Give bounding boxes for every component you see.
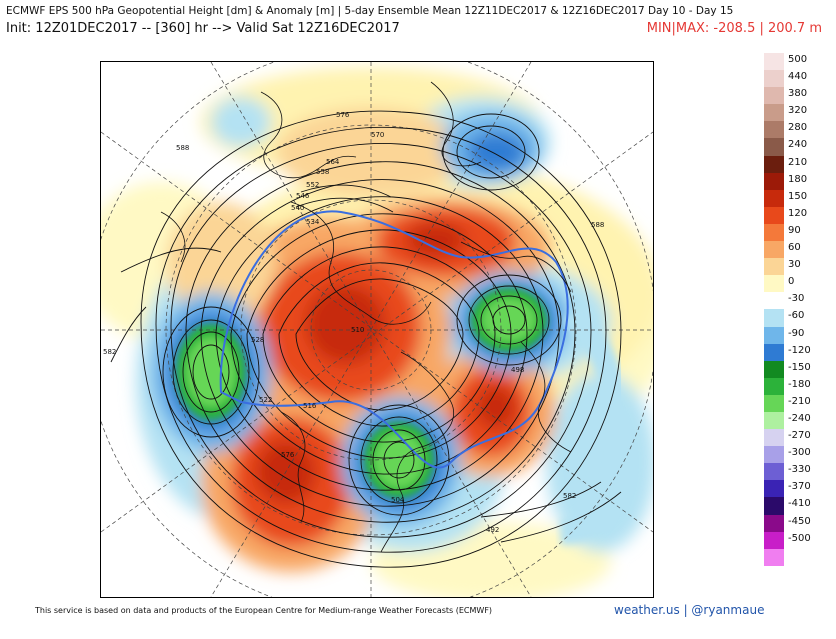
contour-label: 498	[511, 366, 524, 374]
colorbar-swatch: -370	[764, 480, 811, 498]
contour-labels: 588 582 576 570 564 558 552 546 540 534 …	[103, 111, 604, 534]
contour-label: 582	[103, 348, 116, 356]
colorbar-tick-label: 280	[788, 122, 808, 134]
colorbar-swatch: 150	[764, 189, 807, 207]
colorbar-tick-label: 440	[788, 71, 808, 83]
contour-label: 576	[336, 111, 350, 119]
colorbar-swatch: 90	[764, 223, 801, 242]
colorbar-tick-label: 150	[788, 190, 808, 202]
colorbar-tick-label: 60	[788, 242, 801, 254]
colorbar-tick-label: -30	[788, 293, 805, 305]
contour-label: 516	[303, 402, 317, 410]
colorbar-tick-label: 120	[788, 207, 808, 219]
colorbar-legend: 500 440 380 320 280 240 210 180 150 120 90 60 30 0 -30…	[764, 53, 811, 566]
colorbar-swatch: -30	[764, 292, 804, 310]
contour-label: 534	[306, 218, 320, 226]
polar-stereographic-map: 588 582 576 570 564 558 552 546 540 534 …	[101, 62, 653, 597]
contour-label: 510	[351, 326, 364, 334]
contour-label: 576	[281, 451, 295, 459]
data-disclaimer: This service is based on data and produc…	[35, 606, 493, 615]
colorbar-tick-label: -210	[788, 395, 811, 407]
reference-contour	[219, 210, 569, 469]
contour-label: 504	[391, 496, 405, 504]
contour-label: 546	[296, 192, 310, 200]
colorbar-swatch: -60	[764, 309, 804, 327]
colorbar-swatch: 320	[764, 104, 807, 122]
colorbar-tick-label: -270	[788, 430, 811, 442]
colorbar-swatch: 380	[764, 87, 807, 105]
colorbar-tick-label: 320	[788, 105, 808, 117]
colorbar-swatch: -410	[764, 497, 811, 515]
colorbar-tick-label: 210	[788, 156, 808, 168]
colorbar-tick-label: 30	[788, 259, 801, 271]
credit-link[interactable]: weather.us | @ryanmaue	[614, 603, 765, 617]
colorbar-swatch: 240	[764, 138, 807, 156]
contour-label: 564	[326, 158, 340, 166]
colorbar-tick-label: -450	[788, 515, 811, 527]
colorbar-tick-label: 380	[788, 88, 808, 100]
colorbar-swatch: -300	[764, 446, 811, 464]
colorbar-tick-label: 240	[788, 139, 808, 151]
graticule	[101, 62, 653, 597]
colorbar-tick-label: 0	[788, 276, 795, 288]
colorbar-tick-label: -500	[788, 532, 811, 544]
colorbar-swatch: 0	[764, 275, 794, 293]
colorbar-tick-label: 90	[788, 224, 801, 236]
contour-label: 528	[251, 336, 264, 344]
contour-label: 588	[176, 144, 189, 152]
colorbar-swatch: -450	[764, 514, 811, 532]
contour-label: 558	[316, 168, 329, 176]
colorbar-tick-label: -150	[788, 361, 811, 373]
colorbar-tick-label: -330	[788, 464, 811, 476]
colorbar-swatch: -120	[764, 343, 811, 361]
colorbar-tick-label: -90	[788, 327, 805, 339]
colorbar-tick-label: -60	[788, 310, 805, 322]
colorbar-swatch: 120	[764, 206, 807, 224]
colorbar-swatch: -150	[764, 360, 811, 378]
contour-label: 582	[563, 492, 576, 500]
colorbar-swatch: 440	[764, 70, 807, 88]
colorbar-swatch: -90	[764, 326, 804, 344]
colorbar-swatch: 210	[764, 155, 807, 173]
contour-label: 570	[371, 131, 384, 139]
contour-label: 540	[291, 204, 304, 212]
contour-label: 588	[591, 221, 604, 229]
colorbar-swatch: -180	[764, 377, 811, 395]
contour-label: 492	[486, 526, 499, 534]
colorbar-tick-label: -120	[788, 344, 811, 356]
polar-map-panel: 588 582 576 570 564 558 552 546 540 534 …	[100, 61, 654, 598]
anomaly-shading	[101, 67, 653, 597]
chart-title-line2: Init: 12Z01DEC2017 -- [360] hr --> Valid…	[6, 21, 400, 36]
colorbar-tick-label: 180	[788, 173, 808, 185]
colorbar-swatch: 280	[764, 121, 807, 139]
colorbar-swatch: -330	[764, 463, 811, 481]
chart-title-line1: ECMWF EPS 500 hPa Geopotential Height [d…	[6, 5, 734, 17]
colorbar-tick-label: 500	[788, 54, 808, 65]
colorbar-tick-label: -370	[788, 481, 811, 493]
colorbar-swatch: 60	[764, 241, 801, 259]
colorbar-swatch: -270	[764, 429, 811, 447]
colorbar-tick-label: -300	[788, 447, 811, 459]
coastlines	[160, 81, 572, 553]
colorbar-swatch	[764, 548, 784, 566]
contour-label: 552	[306, 181, 319, 189]
colorbar-swatch: -210	[764, 394, 811, 412]
colorbar-swatch: 30	[764, 258, 801, 276]
contour-label: 522	[259, 396, 272, 404]
colorbar-swatch: 500	[764, 53, 807, 71]
min-max-readout: MIN|MAX: -208.5 | 200.7 m	[646, 21, 822, 36]
colorbar-swatch: -240	[764, 411, 811, 430]
colorbar-swatch: -500	[764, 531, 811, 549]
colorbar-swatch: 180	[764, 172, 807, 190]
colorbar-tick-label: -410	[788, 498, 811, 510]
colorbar-tick-label: -240	[788, 412, 811, 424]
colorbar-tick-label: -180	[788, 378, 811, 390]
